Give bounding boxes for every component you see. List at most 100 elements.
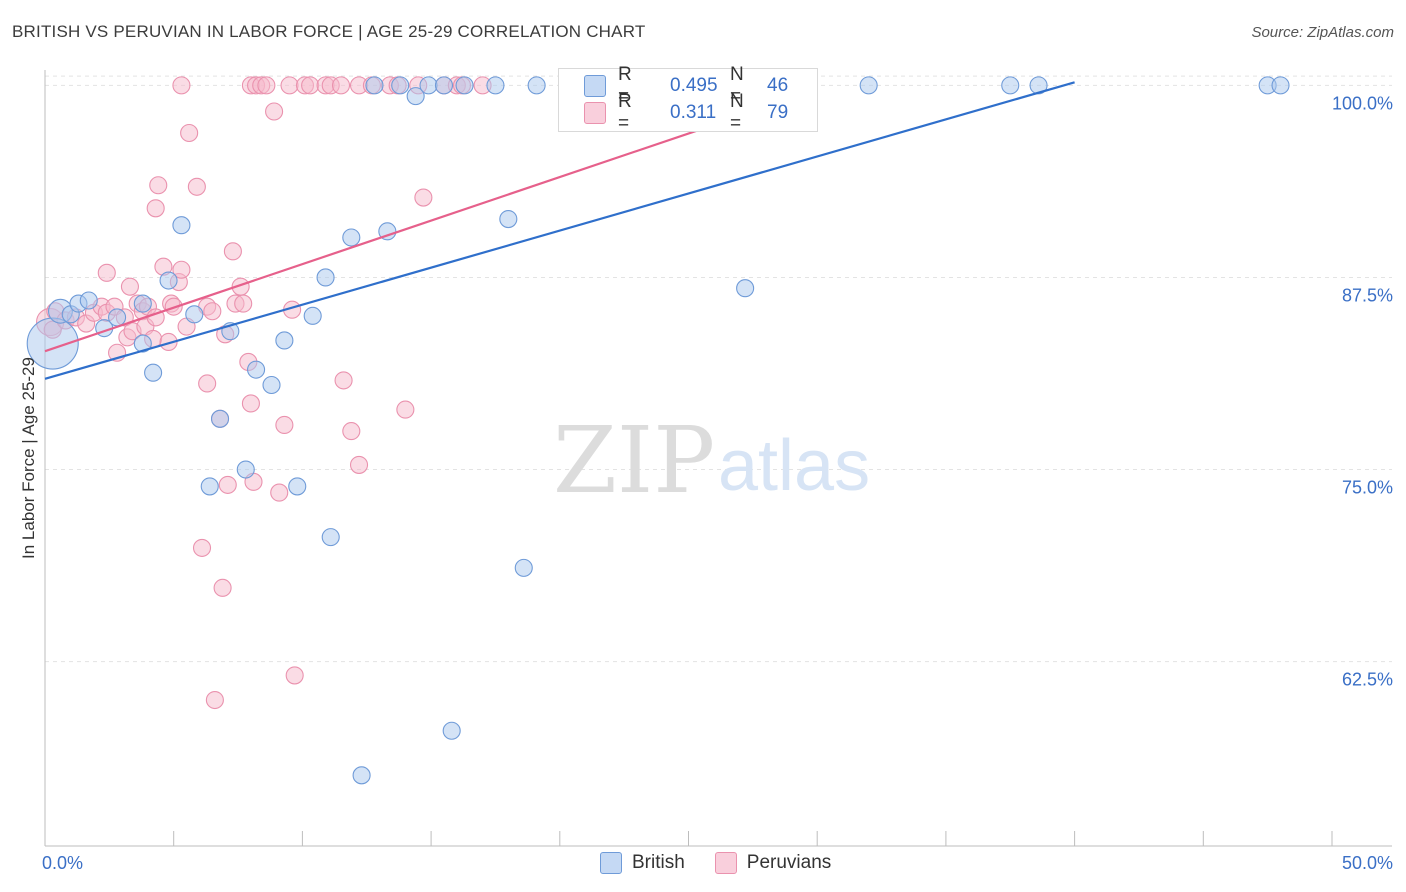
british-point [859, 76, 878, 95]
british-point [200, 477, 219, 496]
peruvians-n-value: 79 [767, 102, 789, 123]
british-n-value: 46 [767, 75, 789, 96]
series-peruvians [35, 76, 492, 710]
peruvians-n-label: N = [730, 91, 744, 134]
british-point [419, 76, 438, 95]
british-point [1001, 76, 1020, 95]
y-tick-label: 87.5% [1342, 285, 1393, 305]
british-point [527, 76, 546, 95]
peruvian-point [270, 483, 289, 502]
series-british [26, 76, 1290, 785]
british-r-label: R = [618, 64, 632, 107]
peruvian-point [159, 332, 178, 352]
british-point [316, 268, 335, 287]
british-point [210, 409, 230, 428]
legend-peruvians-swatch [714, 852, 737, 874]
british-point [378, 222, 397, 241]
british-point [391, 76, 410, 95]
british-point [321, 528, 340, 547]
british-r-value: 0.495 [670, 75, 718, 96]
legend-british-swatch [600, 852, 622, 874]
british-point [185, 305, 204, 324]
british-point [133, 334, 152, 353]
axes [44, 70, 1392, 847]
british-swatch [584, 75, 606, 97]
peruvian-point [172, 76, 191, 95]
peruvian-point [213, 578, 232, 597]
peruvian-point [285, 666, 304, 685]
british-point [262, 375, 281, 395]
british-point [406, 87, 425, 106]
peruvian-point [331, 76, 351, 95]
peruvian-point [280, 76, 299, 95]
british-point [434, 76, 454, 95]
british-point [736, 279, 755, 298]
peruvian-point [275, 415, 294, 435]
peruvian-point [349, 455, 369, 474]
british-point [236, 460, 255, 479]
peruvian-point [234, 294, 253, 313]
peruvian-point [187, 177, 206, 196]
british-point [442, 721, 461, 740]
peruvian-trendline [44, 125, 710, 353]
stats-legend: R = 0.495 N = 46 R = 0.311 N = 79 [558, 64, 818, 134]
y-axis-label: In Labor Force | Age 25-29 [19, 357, 38, 559]
british-point [247, 360, 266, 379]
british-point [172, 216, 191, 235]
peruvian-point [414, 188, 433, 207]
peruvian-point [172, 260, 191, 279]
x-tick-label: 50.0% [1342, 853, 1393, 873]
british-point [108, 308, 127, 327]
british-point [288, 477, 307, 496]
peruvian-point [301, 76, 320, 95]
british-point [1029, 76, 1048, 95]
x-tick-label: 0.0% [42, 853, 83, 873]
peruvian-point [120, 277, 139, 296]
peruvians-r-value: 0.311 [670, 102, 717, 123]
peruvian-point [180, 123, 199, 143]
peruvian-point [149, 176, 168, 195]
british-point [133, 294, 152, 313]
british-point [486, 76, 505, 95]
british-point [144, 363, 163, 382]
legend-item-british[interactable]: British [600, 852, 685, 874]
peruvians-swatch [584, 102, 606, 124]
british-point [499, 210, 518, 229]
tick-labels: 100.0% 87.5% 75.0% 62.5% 0.0% 50.0% [42, 93, 1393, 873]
british-point [159, 271, 178, 290]
peruvian-point [334, 371, 353, 390]
peruvian-point [198, 374, 217, 393]
legend-british-label: British [632, 852, 685, 873]
y-tick-label: 100.0% [1332, 93, 1393, 113]
peruvians-r-label: R = [618, 91, 632, 134]
british-point [352, 766, 371, 785]
peruvian-point [265, 102, 284, 121]
peruvian-point [241, 394, 260, 413]
series-legend: British Peruvians [600, 852, 861, 874]
british-point [303, 306, 322, 325]
british-n-label: N = [730, 64, 744, 107]
peruvian-point [257, 76, 276, 95]
peruvian-point [192, 538, 212, 557]
peruvian-point [396, 400, 415, 419]
watermark-atlas: atlas [718, 426, 870, 506]
legend-peruvians-label: Peruvians [746, 852, 832, 873]
peruvian-point [97, 263, 116, 282]
british-point [1271, 76, 1290, 95]
british-point [365, 76, 384, 95]
british-point [514, 558, 533, 577]
source-label: Source: ZipAtlas.com [1251, 24, 1394, 41]
legend-item-peruvians[interactable]: Peruvians [714, 852, 832, 874]
british-trendline [44, 81, 1075, 380]
british-point [79, 291, 98, 310]
british-point [342, 228, 361, 247]
chart-title: BRITISH VS PERUVIAN IN LABOR FORCE | AGE… [12, 22, 646, 41]
watermark-zip: ZIP [553, 407, 715, 514]
peruvian-point [146, 199, 165, 218]
peruvian-point [342, 422, 361, 441]
peruvian-point [205, 690, 224, 710]
british-point [455, 76, 474, 95]
peruvian-point [218, 475, 237, 494]
peruvian-point [203, 302, 222, 321]
